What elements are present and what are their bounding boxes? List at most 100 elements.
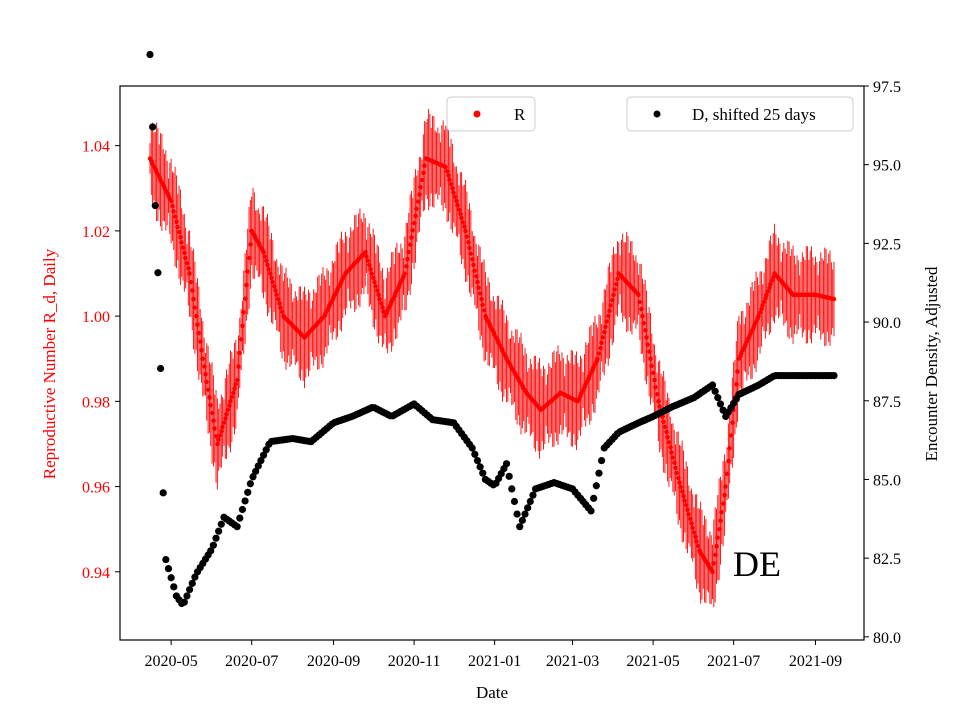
- d-point: [151, 202, 159, 210]
- y-left-axis-label: Reproductive Number R_d, Daily: [40, 248, 59, 479]
- d-point: [186, 586, 194, 594]
- x-tick-label: 2020-09: [307, 653, 360, 670]
- d-point: [149, 123, 157, 131]
- d-point: [592, 482, 600, 490]
- d-point: [170, 583, 178, 591]
- legend-d-marker: [653, 110, 661, 118]
- y-left-tick-label: 1.04: [82, 139, 110, 156]
- d-point: [254, 462, 262, 470]
- d-point: [518, 516, 526, 524]
- d-point: [244, 488, 252, 496]
- d-point: [716, 400, 725, 408]
- d-point: [473, 456, 482, 465]
- d-point: [830, 371, 838, 380]
- d-point: [505, 472, 513, 480]
- d-point: [510, 497, 519, 506]
- x-tick-label: 2021-05: [626, 653, 679, 670]
- country-annotation: DE: [733, 544, 781, 584]
- y-right-axis-ticks: 80.0 82.5 85.0 87.5 90.0 92.5 95.0 97.5: [864, 79, 901, 647]
- legend-r-box: [446, 96, 536, 132]
- d-point: [513, 510, 521, 518]
- d-point: [188, 579, 196, 587]
- y-left-tick-label: 0.96: [82, 480, 110, 497]
- d-point: [529, 491, 537, 499]
- x-tick-label: 2020-05: [144, 653, 197, 670]
- y-left-axis-ticks: 0.94 0.96 0.98 1.00 1.02 1.04: [82, 139, 120, 582]
- d-point: [711, 387, 719, 395]
- d-point: [468, 444, 476, 452]
- d-point: [587, 507, 595, 515]
- d-point: [595, 469, 603, 477]
- d-point: [252, 467, 260, 475]
- d-point: [476, 463, 484, 471]
- d-point: [249, 473, 257, 481]
- d-point: [590, 494, 598, 502]
- y-right-tick-label: 92.5: [873, 236, 901, 253]
- d-point: [524, 504, 532, 512]
- y-right-tick-label: 97.5: [873, 79, 901, 96]
- d-point: [207, 547, 215, 555]
- d-point: [217, 520, 225, 528]
- x-tick-label: 2020-07: [225, 653, 278, 670]
- d-point: [714, 394, 722, 402]
- plot-frame: [119, 85, 865, 641]
- d-point: [167, 574, 175, 582]
- y-right-tick-label: 80.0: [873, 630, 901, 647]
- d-point: [146, 50, 154, 59]
- y-left-tick-label: 0.98: [82, 394, 110, 411]
- y-left-tick-label: 1.02: [82, 224, 110, 241]
- d-point: [156, 364, 165, 373]
- r-series: [147, 108, 837, 608]
- d-point: [164, 565, 173, 573]
- d-point: [257, 456, 265, 465]
- legend-r: R: [446, 96, 536, 132]
- y-right-tick-label: 85.0: [873, 472, 901, 489]
- x-tick-label: 2021-07: [707, 653, 760, 670]
- d-point: [521, 510, 529, 518]
- y-right-tick-label: 82.5: [873, 551, 901, 568]
- x-tick-label: 2021-03: [546, 653, 599, 670]
- legend-r-label: R: [514, 105, 526, 124]
- y-right-tick-label: 87.5: [873, 394, 901, 411]
- x-tick-label: 2021-01: [468, 653, 521, 670]
- r-point: [831, 296, 837, 302]
- d-point: [162, 555, 170, 564]
- d-point: [526, 497, 534, 506]
- d-point: [597, 456, 606, 465]
- legend-d-label: D, shifted 25 days: [692, 105, 816, 124]
- x-axis-label: Date: [476, 683, 508, 702]
- x-axis-ticks: 2020-05 2020-07 2020-09 2020-11 2021-01 2021-…: [144, 640, 842, 670]
- d-point: [508, 485, 516, 493]
- d-point: [262, 446, 270, 454]
- legend-d: D, shifted 25 days: [626, 96, 854, 132]
- d-point: [502, 460, 511, 468]
- y-left-tick-label: 0.94: [82, 565, 110, 582]
- d-point: [215, 527, 223, 535]
- x-tick-label: 2020-11: [388, 653, 441, 670]
- d-point: [183, 592, 191, 600]
- d-point: [259, 451, 268, 459]
- d-point: [233, 523, 241, 531]
- d-point: [154, 269, 162, 277]
- y-right-axis-label: Encounter Density, Adjusted: [922, 266, 941, 461]
- d-point: [180, 598, 188, 606]
- d-point: [516, 523, 524, 531]
- d-point: [238, 505, 247, 514]
- y-left-tick-label: 1.00: [82, 309, 110, 326]
- d-point: [479, 469, 487, 477]
- d-point: [209, 541, 217, 549]
- d-point: [246, 480, 254, 488]
- d-point: [708, 381, 717, 389]
- y-right-tick-label: 95.0: [873, 158, 901, 175]
- d-point: [159, 489, 167, 497]
- x-tick-label: 2021-09: [789, 653, 842, 670]
- d-point: [212, 534, 220, 542]
- d-point: [236, 514, 244, 522]
- d-point: [241, 497, 249, 505]
- d-point: [471, 450, 479, 458]
- y-right-tick-label: 90.0: [873, 315, 901, 332]
- legend-d-box: [626, 96, 854, 132]
- legend-r-marker: [473, 110, 481, 118]
